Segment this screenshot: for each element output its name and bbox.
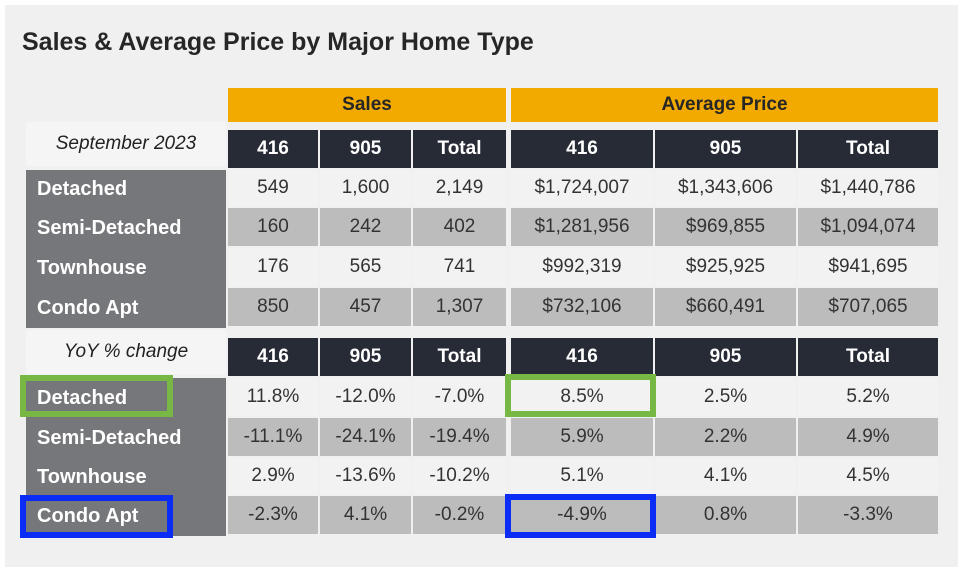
table-cell: 0.8% <box>655 496 796 534</box>
table-cell: -12.0% <box>320 378 411 416</box>
table-cell: 2.2% <box>655 418 796 456</box>
table-cell: -11.1% <box>228 418 318 456</box>
table-cell: 160 <box>228 208 318 246</box>
column-header: 416 <box>228 338 318 376</box>
table-cell: -13.6% <box>320 458 411 494</box>
table-caption: YoY % change <box>26 330 226 374</box>
group-header-sales: Sales <box>228 88 506 122</box>
row-label: Semi-Detached <box>37 216 182 239</box>
table-cell: -2.3% <box>228 496 318 534</box>
column-header: 905 <box>655 130 796 168</box>
table-cell: -0.2% <box>413 496 506 534</box>
table-cell: 5.2% <box>798 378 938 416</box>
column-header: 416 <box>511 338 653 376</box>
table-cell: $707,065 <box>798 288 938 326</box>
table-cell: 4.5% <box>798 458 938 494</box>
row-label: Semi-Detached <box>37 426 182 449</box>
column-header: 905 <box>320 338 411 376</box>
column-header: 905 <box>320 130 411 168</box>
table-cell: 11.8% <box>228 378 318 416</box>
table-cell: $969,855 <box>655 208 796 246</box>
table-cell: 5.1% <box>511 458 653 494</box>
page-title: Sales & Average Price by Major Home Type <box>22 28 534 56</box>
table-cell: $1,094,074 <box>798 208 938 246</box>
table-cell: -10.2% <box>413 458 506 494</box>
row-label: Townhouse <box>37 256 147 279</box>
table-cell: -4.9% <box>511 496 653 534</box>
column-header: Total <box>413 338 506 376</box>
table-cell: $992,319 <box>511 248 653 286</box>
column-header: Total <box>413 130 506 168</box>
row-label: Condo Apt <box>37 504 139 527</box>
table-caption: September 2023 <box>26 122 226 166</box>
table-cell: 850 <box>228 288 318 326</box>
table-cell: 4.9% <box>798 418 938 456</box>
table-cell: $1,343,606 <box>655 170 796 206</box>
table-cell: 176 <box>228 248 318 286</box>
table-cell: 1,307 <box>413 288 506 326</box>
row-label: Detached <box>37 177 128 200</box>
table-cell: -7.0% <box>413 378 506 416</box>
row-label-column <box>26 170 226 328</box>
table-cell: 402 <box>413 208 506 246</box>
row-label: Townhouse <box>37 465 147 488</box>
table-cell: 565 <box>320 248 411 286</box>
row-label: Detached <box>37 386 128 409</box>
table-cell: $660,491 <box>655 288 796 326</box>
table-cell: 2.5% <box>655 378 796 416</box>
table-cell: -24.1% <box>320 418 411 456</box>
table-cell: 2.9% <box>228 458 318 494</box>
table-cell: 1,600 <box>320 170 411 206</box>
table-cell: $941,695 <box>798 248 938 286</box>
column-header: Total <box>798 130 938 168</box>
table-cell: 8.5% <box>511 378 653 416</box>
table-cell: 5.9% <box>511 418 653 456</box>
table-cell: 242 <box>320 208 411 246</box>
column-header: Total <box>798 338 938 376</box>
table-cell: -19.4% <box>413 418 506 456</box>
table-cell: 741 <box>413 248 506 286</box>
table-cell: $1,724,007 <box>511 170 653 206</box>
group-header-average-price: Average Price <box>511 88 938 122</box>
table-cell: 457 <box>320 288 411 326</box>
column-header: 905 <box>655 338 796 376</box>
row-label: Condo Apt <box>37 296 139 319</box>
table-cell: -3.3% <box>798 496 938 534</box>
table-cell: $1,440,786 <box>798 170 938 206</box>
column-header: 416 <box>511 130 653 168</box>
table-cell: $732,106 <box>511 288 653 326</box>
table-cell: $925,925 <box>655 248 796 286</box>
table-cell: 4.1% <box>320 496 411 534</box>
table-cell: 549 <box>228 170 318 206</box>
table-cell: 4.1% <box>655 458 796 494</box>
column-header: 416 <box>228 130 318 168</box>
table-cell: $1,281,956 <box>511 208 653 246</box>
table-cell: 2,149 <box>413 170 506 206</box>
row-label-column <box>26 378 226 536</box>
